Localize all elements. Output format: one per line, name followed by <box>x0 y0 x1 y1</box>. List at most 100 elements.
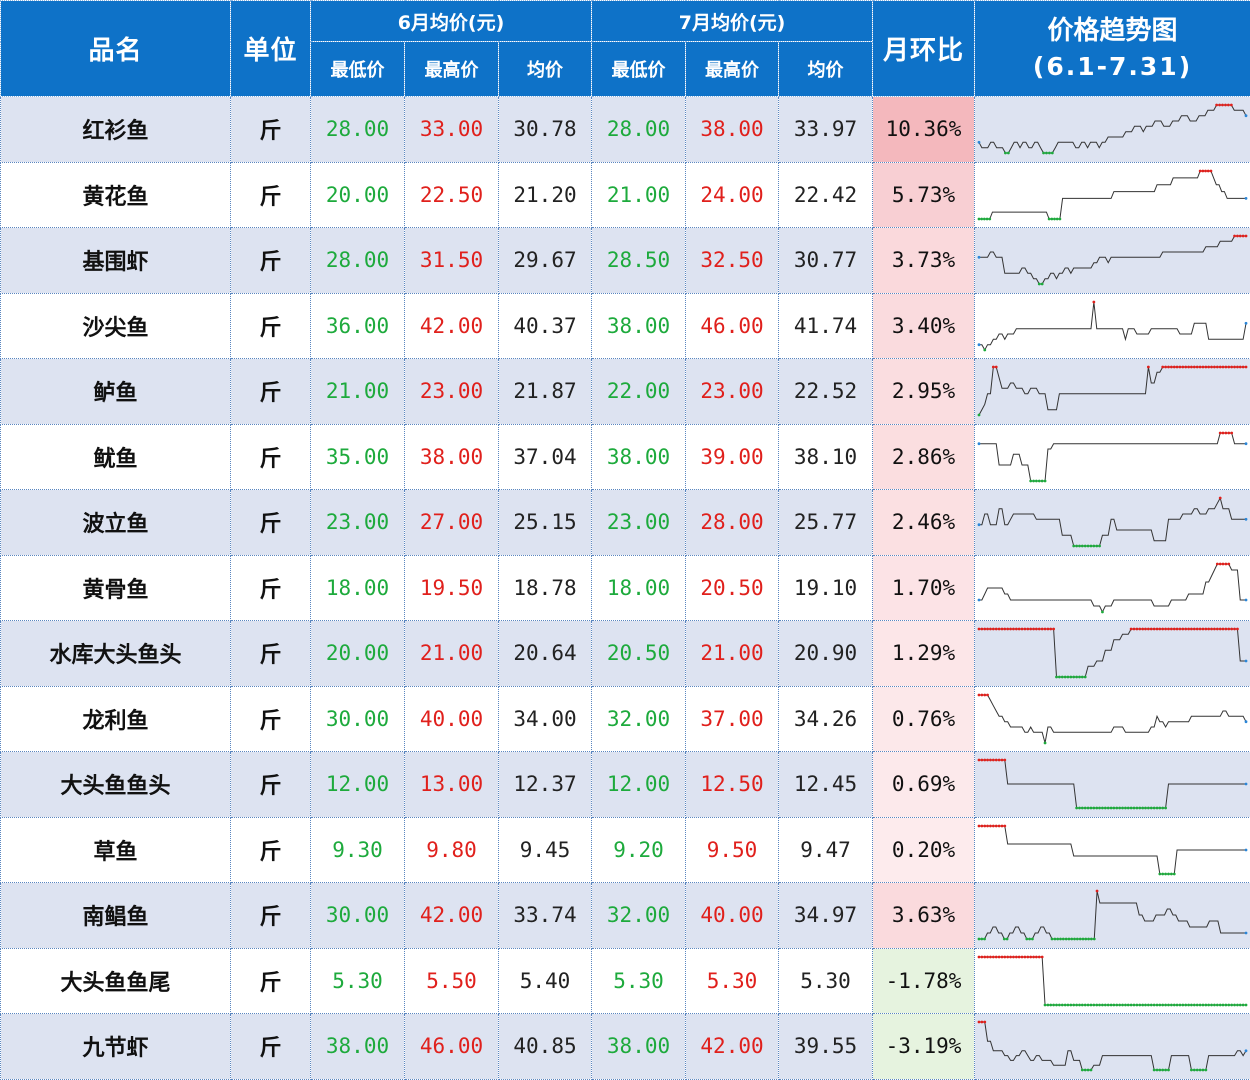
sparkline-low-marker <box>1045 151 1048 155</box>
mom-change: 10.36% <box>872 96 976 163</box>
sparkline-high-marker <box>1000 955 1004 959</box>
sparkline-high-marker <box>1040 955 1044 959</box>
july-low-price: 32.00 <box>591 685 687 752</box>
june-avg-price: 12.37 <box>497 751 593 818</box>
product-name: 大头鱼鱼头 <box>0 751 231 818</box>
sparkline-high-marker <box>1178 627 1182 631</box>
sparkline-low-marker <box>1048 151 1051 155</box>
sparkline-low-marker <box>980 937 984 941</box>
sparkline-high-marker <box>1095 889 1099 893</box>
sparkline-low-marker <box>1083 544 1087 548</box>
price-trend-sparkline <box>974 161 1250 228</box>
sparkline-high-marker <box>986 955 989 959</box>
sparkline-high-marker <box>1192 365 1196 369</box>
header-trend-title: 价格趋势图 <box>1047 15 1178 46</box>
sparkline-low-marker <box>1141 1003 1145 1007</box>
table-header: 品名 单位 6月均价(元) 7月均价(元) 月环比 价格趋势图 (6.1-7.3… <box>0 0 1250 97</box>
sparkline-line <box>979 563 1247 613</box>
header-trend-range: (6.1-7.31) <box>1032 51 1193 81</box>
sparkline-low-marker <box>1115 1003 1119 1007</box>
july-low-price: 20.50 <box>591 620 687 687</box>
sparkline-high-marker <box>1167 365 1170 369</box>
product-name: 草鱼 <box>0 816 231 883</box>
sparkline-high-marker <box>1170 365 1173 369</box>
sparkline-high-marker <box>1221 431 1225 435</box>
sparkline-low-marker <box>1184 1003 1188 1007</box>
sparkline-high-marker <box>1009 627 1012 631</box>
table-body: 红衫鱼斤 28.00 33.00 30.78 28.00 38.00 33.97 10.36%… <box>0 96 1250 1080</box>
sparkline-high-marker <box>1218 562 1222 566</box>
sparkline-low-marker <box>1086 544 1090 548</box>
july-avg-price: 34.26 <box>778 685 874 752</box>
table-row: 黄花鱼斤 20.00 22.50 21.20 21.00 24.00 22.42 5.73% <box>0 161 1250 228</box>
sparkline-high-marker <box>1201 627 1205 631</box>
sparkline-low-marker <box>1043 479 1047 483</box>
sparkline-low-marker <box>1080 675 1084 679</box>
sparkline-low-marker <box>1078 806 1081 810</box>
sparkline-low-marker <box>1101 610 1104 614</box>
sparkline-low-marker <box>1058 675 1061 679</box>
june-high-price: 21.00 <box>404 620 499 687</box>
sparkline-low-marker <box>1126 1003 1130 1007</box>
sparkline-low-marker <box>1087 937 1091 941</box>
mom-change: -3.19% <box>872 1013 976 1080</box>
sparkline-high-marker <box>1244 365 1248 369</box>
sparkline-high-marker <box>1012 627 1015 631</box>
table-row: 黄骨鱼斤 18.00 19.50 18.78 18.00 20.50 19.10 1.70% <box>0 554 1250 621</box>
price-trend-sparkline <box>974 96 1250 163</box>
sparkline-high-marker <box>977 758 981 762</box>
sparkline-end-marker <box>977 523 981 527</box>
sparkline-low-marker <box>1178 1003 1182 1007</box>
sparkline-high-marker <box>1201 169 1205 173</box>
sparkline-chart <box>977 693 1248 745</box>
sparkline-high-marker <box>1000 758 1004 762</box>
product-name: 鱿鱼 <box>0 423 231 490</box>
mom-change: 0.20% <box>872 816 976 883</box>
sparkline-low-marker <box>1167 1003 1170 1007</box>
sparkline-high-marker <box>994 955 998 959</box>
sparkline-low-marker <box>1055 675 1058 679</box>
sparkline-end-marker <box>977 256 981 259</box>
sparkline-high-marker <box>1026 955 1030 959</box>
sparkline-low-marker <box>1152 806 1156 810</box>
sparkline-low-marker <box>1046 1003 1050 1007</box>
sparkline-high-marker <box>991 955 995 959</box>
sparkline-low-marker <box>1187 1003 1191 1007</box>
sparkline-low-marker <box>1155 806 1159 810</box>
sparkline-low-marker <box>1109 1003 1113 1007</box>
sparkline-high-marker <box>1210 627 1213 631</box>
july-avg-price: 25.77 <box>778 489 874 556</box>
sparkline-high-marker <box>1009 955 1012 959</box>
sparkline-high-marker <box>1003 824 1007 828</box>
sparkline-high-marker <box>989 627 992 631</box>
sparkline-low-marker <box>1086 1003 1090 1007</box>
sparkline-high-marker <box>1221 562 1225 566</box>
sparkline-line <box>979 956 1247 1006</box>
sparkline-high-marker <box>980 824 984 828</box>
sparkline-high-marker <box>1000 824 1004 828</box>
sparkline-low-marker <box>1138 806 1142 810</box>
june-low-price: 21.00 <box>310 358 405 425</box>
sparkline-low-marker <box>1078 675 1081 679</box>
sparkline-low-marker <box>1109 806 1113 810</box>
price-trend-sparkline <box>974 620 1250 687</box>
sparkline-high-marker <box>997 758 1001 762</box>
june-avg-price: 5.40 <box>497 947 593 1014</box>
price-trend-sparkline <box>974 751 1250 818</box>
sparkline-high-marker <box>1218 103 1222 107</box>
sparkline-low-marker <box>1095 1003 1099 1007</box>
sparkline-end-marker <box>1244 196 1248 200</box>
sparkline-high-marker <box>1241 234 1245 238</box>
july-avg-price: 12.45 <box>778 751 874 818</box>
june-avg-price: 25.15 <box>497 489 593 556</box>
unit: 斤 <box>230 227 311 294</box>
july-avg-price: 33.97 <box>778 96 874 163</box>
sparkline-high-marker <box>1190 365 1193 369</box>
sparkline-low-marker <box>988 217 992 221</box>
sparkline-low-marker <box>1055 1003 1058 1007</box>
sparkline-low-marker <box>1204 1068 1208 1072</box>
june-high-price: 23.00 <box>404 358 499 425</box>
sparkline-low-marker <box>1084 937 1088 941</box>
sparkline-high-marker <box>1017 955 1021 959</box>
sparkline-line <box>979 432 1247 482</box>
